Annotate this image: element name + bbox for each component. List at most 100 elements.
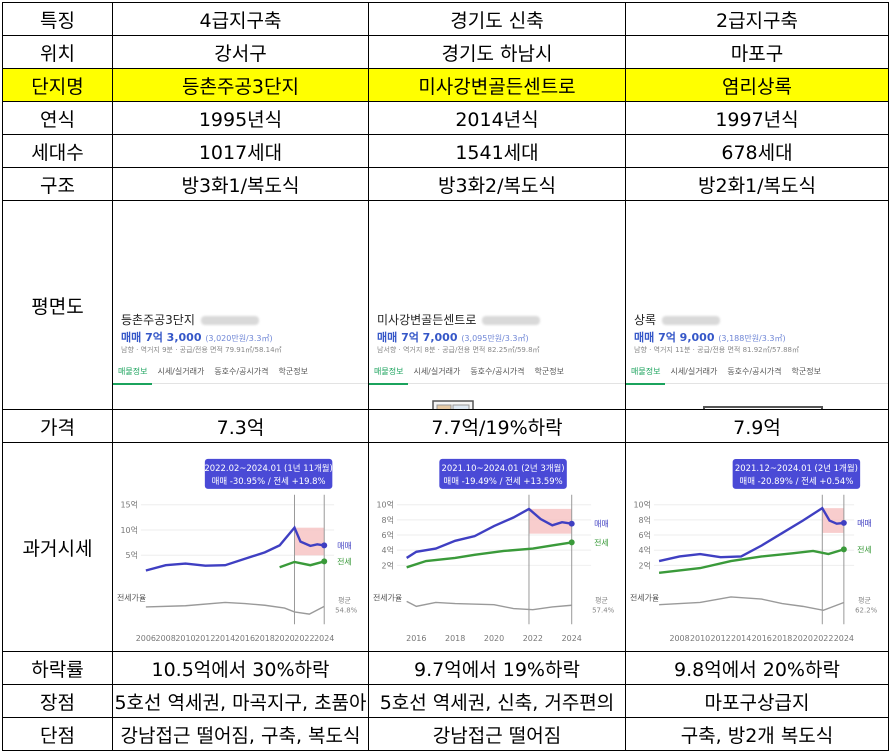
structure-2: 방3화2/복도식: [368, 167, 626, 201]
history-cell-1: 15억 10억 5억 매매 전세 전세가율 평균 54.8% 2006 2008 2010 2012 2…: [112, 441, 369, 653]
households-1: 1017세대: [112, 134, 369, 168]
location-1: 강서구: [112, 35, 369, 69]
period-tooltip: [204, 458, 333, 489]
feature-2: 경기도 신축: [368, 2, 626, 36]
sale-end-point: [840, 519, 847, 526]
x-tick-label: 2016: [406, 634, 426, 643]
tab-school[interactable]: 학군정보: [791, 367, 821, 376]
tab-unit[interactable]: 동호수/공시가격: [214, 367, 269, 376]
price-1: 7.3억: [112, 409, 369, 443]
households-2: 1541세대: [368, 134, 626, 168]
jeonse-end-point: [568, 539, 575, 546]
complex-3: 염리상록: [625, 68, 889, 102]
listing-info: 남서향 · 역거지 8분 · 공급/전용 면적 82.25㎡/59.8㎡: [377, 346, 540, 354]
tab-price[interactable]: 시세/실거래가: [413, 367, 461, 376]
location-2: 경기도 하남시: [368, 35, 626, 69]
tab-price[interactable]: 시세/실거래가: [670, 367, 718, 376]
jeonse-series-label: 전세: [857, 544, 872, 554]
period-change: 매매 -30.95% / 전세 +19.8%: [212, 476, 326, 486]
listing-title-text: 등촌주공3단지: [121, 313, 195, 327]
period-tooltip: [439, 458, 567, 489]
row-pros: 장점 5호선 역세권, 마곡지구, 초품아 5호선 역세권, 신축, 거주편의 …: [2, 684, 889, 719]
y-tick-label: 2억: [382, 560, 394, 570]
listing-title: 상록: [634, 311, 721, 328]
tab-school[interactable]: 학군정보: [278, 367, 308, 376]
year-2: 2014년식: [368, 101, 626, 135]
y-tick-label: 6억: [382, 530, 394, 540]
blurred-unit: [200, 316, 259, 325]
label-complex: 단지명: [2, 68, 113, 102]
jeonse-series-line: [406, 541, 572, 569]
history-cell-2: 10억 8억 6억 4억 2억 매매 전세 전세가율 평균 57.4% 2016 2018 2020 20…: [368, 441, 626, 653]
label-history: 과거시세: [2, 441, 113, 653]
cons-3: 구축, 방2개 복도식: [625, 717, 889, 751]
period-tooltip: [732, 458, 861, 489]
label-feature: 특징: [2, 2, 113, 36]
jeonse-series-line: [279, 560, 325, 569]
sale-end-point: [568, 520, 575, 527]
x-tick-label: 2020: [484, 634, 504, 643]
listing-price: 매매 7억 7,000 (3,095만원/3.3㎡): [377, 329, 529, 345]
listing-info: 남향 · 역거지 11분 · 공급/전용 면적 81.92㎡/57.88㎡: [634, 346, 800, 354]
tab-listing[interactable]: 매물정보: [113, 361, 153, 385]
year-3: 1997년식: [625, 101, 889, 135]
row-complex: 단지명 등촌주공3단지 미사강변골든센트로 염리상록: [2, 68, 889, 102]
label-floorplan: 평면도: [2, 200, 113, 410]
y-tick-label: 4억: [382, 545, 394, 555]
period-range: 2022.02~2024.01 (1년 11개월): [204, 463, 332, 473]
period-change: 매매 -19.49% / 전세 +13.59%: [443, 476, 562, 486]
label-year: 연식: [2, 101, 113, 135]
x-tick-label: 2008: [156, 634, 176, 643]
sale-series-line: [406, 507, 572, 559]
sale-series-label: 매매: [594, 520, 609, 529]
jeonse-ratio-label: 전세가율: [373, 592, 402, 602]
drop-range-highlight: [528, 508, 572, 534]
jeonse-ratio-line: [406, 600, 572, 611]
x-tick-label: 2018: [772, 634, 792, 643]
row-location: 위치 강서구 경기도 하남시 마포구: [2, 35, 889, 69]
sale-series-label: 매매: [337, 541, 352, 550]
row-feature: 특징 4급지구축 경기도 신축 2급지구축: [2, 2, 889, 36]
label-households: 세대수: [2, 134, 113, 168]
x-tick-label: 2020: [274, 634, 294, 643]
jeonse-end-point: [840, 546, 847, 553]
listing-title: 등촌주공3단지: [121, 311, 259, 328]
tab-unit[interactable]: 동호수/공시가격: [727, 367, 782, 376]
average-value: 54.8%: [335, 606, 358, 614]
tab-listing[interactable]: 매물정보: [626, 361, 666, 385]
price-3: 7.9억: [625, 409, 889, 443]
listing-price-note: (3,095만원/3.3㎡): [461, 334, 529, 343]
jeonse-end-point: [321, 558, 328, 565]
tab-unit[interactable]: 동호수/공시가격: [470, 367, 525, 376]
tab-school[interactable]: 학군정보: [534, 367, 564, 376]
average-value: 62.2%: [855, 606, 878, 614]
drop-1: 10.5억에서 30%하락: [112, 651, 369, 686]
y-tick-label: 15억: [120, 500, 137, 510]
y-tick-label: 8억: [382, 515, 394, 525]
y-tick-label: 10억: [376, 500, 393, 510]
listing-tabs: 매물정보 시세/실거래가 동호수/공시가격 학군정보: [369, 361, 625, 385]
jeonse-series-label: 전세: [594, 537, 609, 547]
history-cell-3: 10억 8억 6억 4억 2억 매매 전세 전세가율 평균 62.2% 2008 2010 2012 20…: [625, 441, 889, 653]
x-tick-label: 2014: [215, 634, 235, 643]
tab-listing[interactable]: 매물정보: [369, 361, 409, 385]
label-pros: 장점: [2, 684, 113, 719]
blurred-unit: [662, 316, 721, 325]
label-drop: 하락률: [2, 651, 113, 686]
row-history: 과거시세 15억 10억 5억 매매 전세 전세가율 평균 54.8% 2006 2008 2010…: [2, 441, 889, 653]
floor-plan-image: [703, 406, 823, 409]
listing-title: 미사강변골든센트로: [377, 311, 541, 328]
y-tick-label: 2억: [639, 560, 651, 570]
x-tick-label: 2024: [314, 634, 334, 643]
listing-price: 매매 7억 9,000 (3,188만원/3.3㎡): [634, 329, 786, 345]
x-tick-label: 2016: [752, 634, 772, 643]
structure-1: 방3화1/복도식: [112, 167, 369, 201]
tab-price[interactable]: 시세/실거래가: [157, 367, 205, 376]
row-drop: 하락률 10.5억에서 30%하락 9.7억에서 19%하락 9.8억에서 20…: [2, 651, 889, 686]
x-tick-label: 2024: [834, 634, 854, 643]
row-floorplan: 평면도 등촌주공3단지 매매 7억 3,000 (3,020만원/3.3㎡) 남…: [2, 200, 889, 410]
